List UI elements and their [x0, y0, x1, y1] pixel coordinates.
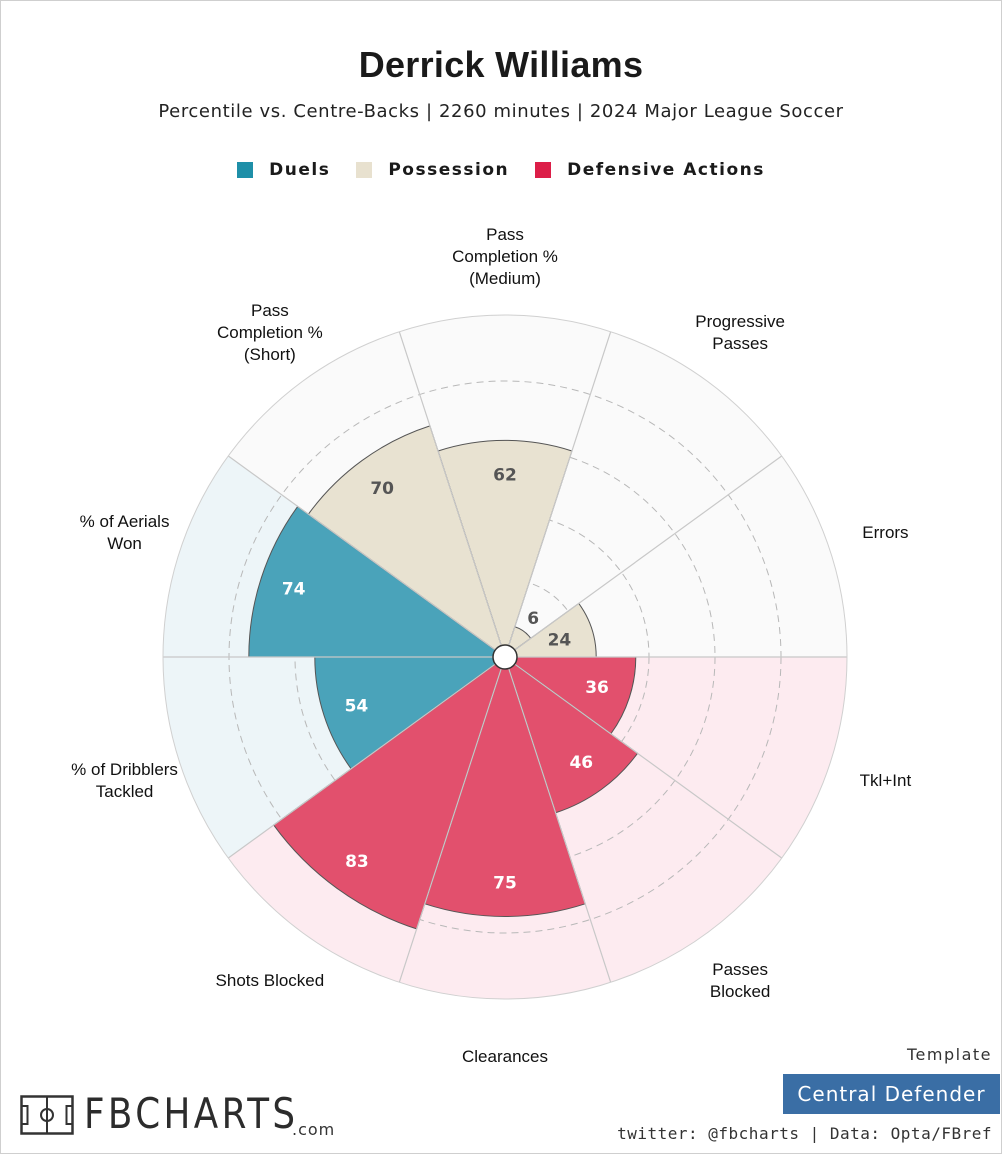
legend-swatch-defensive-actions — [535, 162, 552, 178]
logo-wordmark: FBCHARTS — [84, 1089, 299, 1138]
value-label-shots-blocked: 83 — [345, 852, 369, 872]
spoke-5 — [508, 668, 612, 983]
value-label-progressive-passes: 6 — [527, 609, 539, 629]
background-sector-progressive-passes — [508, 331, 782, 650]
background-sector-errors — [514, 455, 847, 657]
data-credit: twitter: @fbcharts | Data: Opta/FBref — [617, 1124, 992, 1143]
value-label-errors: 24 — [548, 630, 572, 650]
legend-swatch-duels — [237, 162, 254, 178]
spoke-4 — [514, 663, 783, 859]
legend-label-defensive-actions: Defensive Actions — [567, 160, 765, 180]
axis-label-pass-completion-medium: Pass Completion % (Medium) — [452, 225, 558, 288]
legend-label-possession: Possession — [388, 160, 510, 180]
value-label-of-dribblers-tackled: 54 — [345, 696, 369, 716]
legend-label-duels: Duels — [269, 160, 331, 180]
chart-title: Derrick Williams — [358, 44, 644, 85]
spoke-6 — [398, 668, 502, 983]
axis-label-tkl-int: Tkl+Int — [859, 770, 912, 790]
legend-swatch-possession — [356, 162, 373, 178]
value-label-clearances: 75 — [493, 874, 517, 894]
spoke-9 — [227, 455, 496, 651]
value-label-passes-blocked: 46 — [569, 753, 593, 773]
legend-item-duels: Duels — [237, 160, 330, 180]
template-badge: Central Defender — [783, 1074, 1000, 1114]
value-label-pass-completion-short: 70 — [370, 479, 394, 499]
axis-label-progressive-passes: Progressive Passes — [695, 312, 785, 354]
value-label-of-aerials-won: 74 — [282, 579, 306, 599]
axis-label-pass-completion-short: Pass Completion % (Short) — [216, 301, 323, 365]
axis-label-shots-blocked: Shots Blocked — [215, 970, 325, 990]
value-label-tkl-int: 36 — [585, 678, 609, 698]
spoke-0 — [398, 331, 502, 646]
outer-ring — [162, 314, 848, 1000]
center-circle — [492, 644, 518, 670]
logo-suffix: .com — [292, 1120, 336, 1139]
chart-subtitle: Percentile vs. Centre-Backs | 2260 minut… — [158, 101, 844, 122]
axis-label-of-dribblers-tackled: % of Dribblers Tackled — [71, 759, 178, 801]
spoke-7 — [227, 663, 496, 859]
template-label: Template — [906, 1045, 992, 1064]
value-label-pass-completion-medium: 62 — [493, 465, 517, 485]
axis-label-passes-blocked: Passes Blocked — [709, 959, 771, 1001]
spoke-1 — [508, 331, 612, 646]
axis-label-of-aerials-won: % of Aerials Won — [79, 512, 170, 554]
pitch-icon — [20, 1095, 74, 1135]
spoke-2 — [514, 455, 783, 651]
axis-label-clearances: Clearances — [462, 1047, 548, 1066]
legend: Duels Possession Defensive Actions — [0, 160, 1002, 180]
legend-item-defensive-actions: Defensive Actions — [535, 160, 765, 180]
axis-label-errors: Errors — [862, 523, 909, 543]
fbcharts-logo: FBCHARTS .com — [20, 1089, 336, 1139]
legend-item-possession: Possession — [356, 160, 509, 180]
